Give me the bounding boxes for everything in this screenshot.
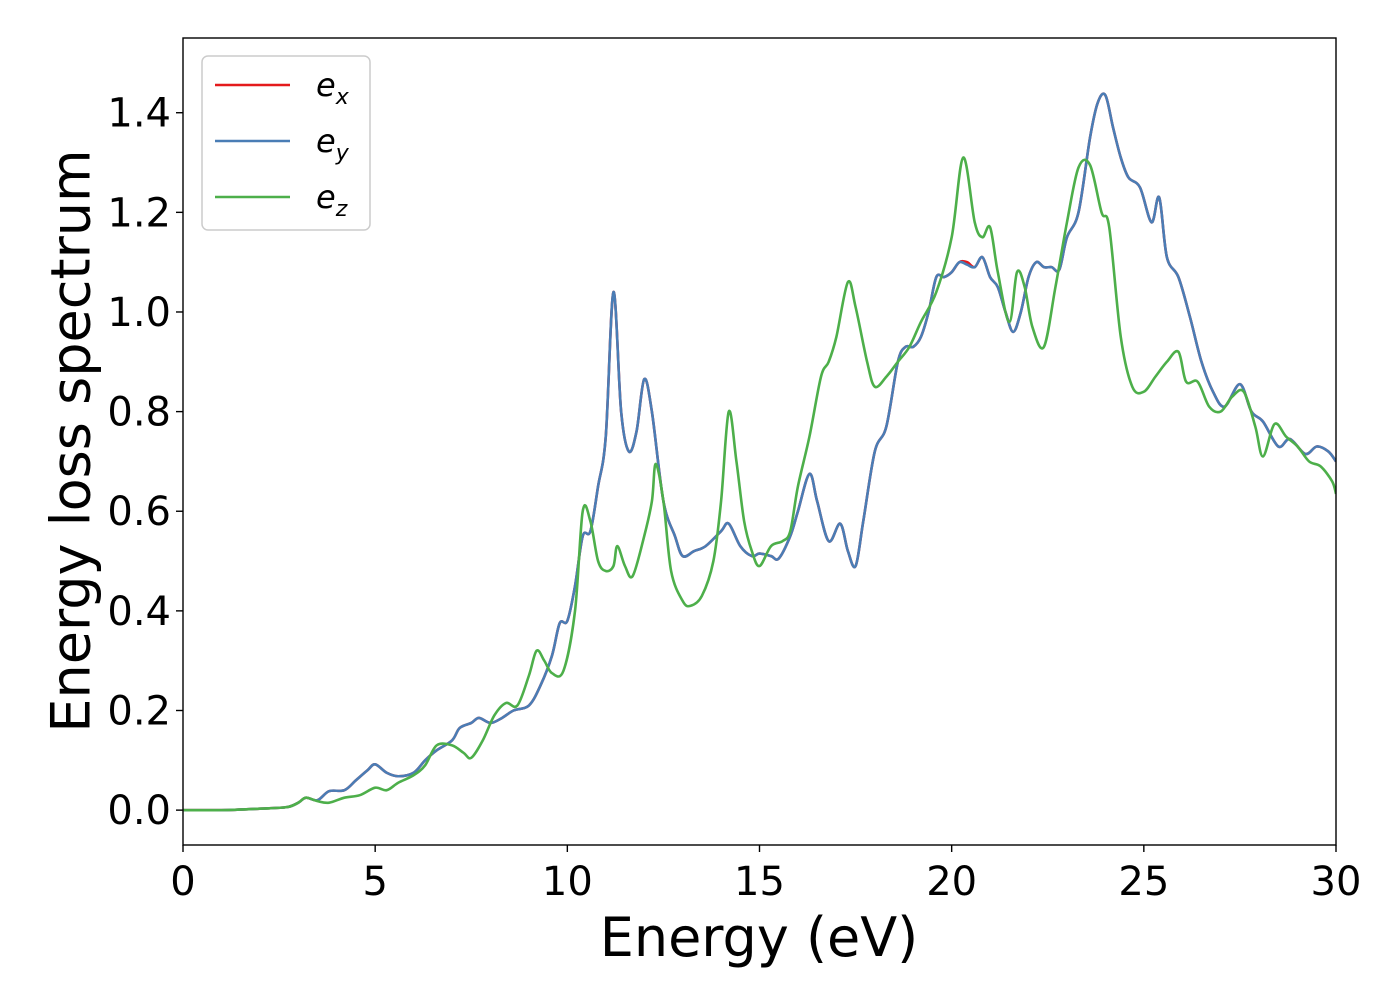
- legend-label-e-y: ey: [316, 122, 350, 166]
- legend-label-e-x: ex: [316, 66, 350, 110]
- series-line-e-z: [183, 156, 1336, 812]
- series-layer: [183, 92, 1336, 812]
- x-tick-label: 10: [542, 859, 593, 905]
- y-tick-label: 0.2: [107, 689, 171, 735]
- legend-box: [201, 55, 371, 231]
- legend-items: ex ey ez: [215, 66, 350, 222]
- y-tick-label: 0.0: [107, 788, 171, 834]
- y-axis-title: Energy loss spectrum: [40, 149, 103, 732]
- x-tick-label: 15: [734, 859, 785, 905]
- x-tick-label: 20: [926, 859, 977, 905]
- y-tick-label: 1.4: [107, 91, 171, 137]
- y-tick-label: 1.2: [107, 190, 171, 236]
- x-tick-label: 25: [1118, 859, 1169, 905]
- legend: ex ey ez: [201, 55, 371, 231]
- y-tick-label: 0.6: [107, 489, 171, 535]
- x-axis-ticks: 0 5 10 15 20 25 30: [170, 845, 1361, 905]
- series-line-e-y: [183, 92, 1336, 812]
- x-tick-label: 30: [1311, 859, 1362, 905]
- x-tick-label: 0: [170, 859, 195, 905]
- x-tick-label: 5: [362, 859, 387, 905]
- legend-label-e-z: ez: [316, 178, 348, 222]
- y-tick-label: 0.4: [107, 589, 171, 635]
- y-tick-label: 1.0: [107, 290, 171, 336]
- y-tick-label: 0.8: [107, 390, 171, 436]
- y-axis-ticks: 0.0 0.2 0.4 0.6 0.8 1.0 1.2 1.4: [107, 91, 183, 834]
- x-axis-title: Energy (eV): [600, 906, 919, 969]
